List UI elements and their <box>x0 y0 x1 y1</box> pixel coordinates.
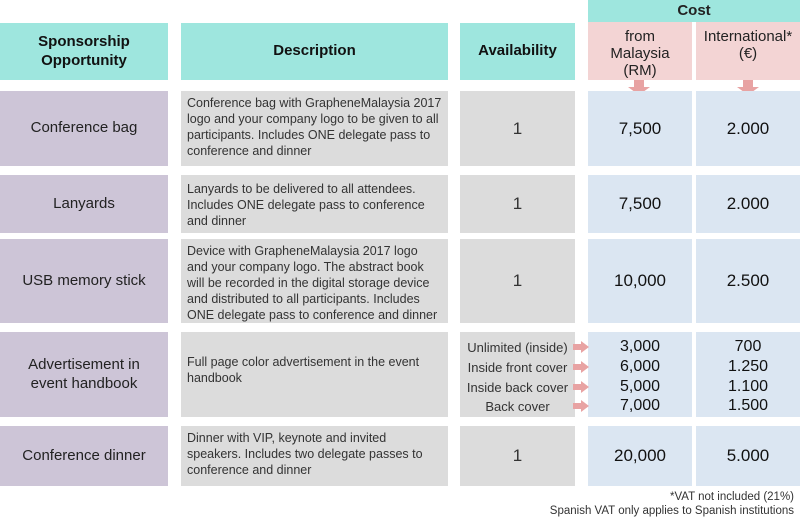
header-cost-eur-label: International* (€) <box>703 28 793 62</box>
footnote-vat: *VAT not included (21%) <box>669 491 794 503</box>
description-text: Conference bag with GrapheneMalaysia 201… <box>187 96 442 158</box>
header-cost-rm: from Malaysia (RM) <box>588 22 692 80</box>
header-cost-rm-label: from Malaysia (RM) <box>610 28 670 79</box>
cost-eur-value: 2.000 <box>726 194 770 213</box>
ad-cost-rm: 3,000 <box>619 338 661 355</box>
row-cost-eur-conference-dinner: 5.000 <box>696 426 800 486</box>
right-arrow-icon <box>573 381 589 393</box>
availability-value: 1 <box>512 194 523 213</box>
header-opportunity: Sponsorship Opportunity <box>0 23 168 80</box>
cost-rm-value: 7,500 <box>618 194 662 213</box>
right-arrow-icon <box>573 400 589 412</box>
cost-rm-value: 20,000 <box>614 446 666 465</box>
cost-eur-value: 5.000 <box>726 446 770 465</box>
opportunity-name: Lanyards <box>53 194 115 212</box>
header-availability-label: Availability <box>478 42 557 60</box>
cost-eur-value: 2.500 <box>726 271 770 290</box>
opportunity-name: USB memory stick <box>22 271 146 289</box>
description-text: Full page color advertisement in the eve… <box>187 355 420 385</box>
row-cost-eur-lanyards: 2.000 <box>696 175 800 233</box>
row-opportunity-conference-bag: Conference bag <box>0 91 168 166</box>
row-availability-lanyards: 1 <box>460 175 575 233</box>
availability-value: 1 <box>512 118 523 138</box>
header-cost-eur: International* (€) <box>696 22 800 80</box>
row-opportunity-conference-dinner: Conference dinner <box>0 426 168 486</box>
ad-cost-rm: 5,000 <box>619 378 661 395</box>
ad-option-label: Unlimited (inside) <box>467 340 568 355</box>
row-description-advertisement: Full page color advertisement in the eve… <box>181 332 448 417</box>
header-description: Description <box>181 23 448 80</box>
header-description-label: Description <box>273 42 356 60</box>
header-cost-label: Cost <box>677 2 711 19</box>
row-availability-conference-dinner: 1 <box>460 426 575 486</box>
ad-cost-eur: 700 <box>734 338 762 355</box>
ad-option-label: Inside front cover <box>467 360 568 375</box>
row-opportunity-lanyards: Lanyards <box>0 175 168 233</box>
ad-option-label: Back cover <box>485 399 550 414</box>
footnote-spanish-vat: Spanish VAT only applies to Spanish inst… <box>549 505 794 517</box>
row-cost-rm-advertisement: 3,000 6,000 5,000 7,000 <box>588 332 692 417</box>
description-text: Lanyards to be delivered to all attendee… <box>187 182 425 228</box>
row-cost-rm-conference-bag: 7,500 <box>588 91 692 166</box>
row-availability-usb: 1 <box>460 239 575 323</box>
row-cost-rm-conference-dinner: 20,000 <box>588 426 692 486</box>
cost-rm-value: 10,000 <box>614 271 666 290</box>
description-text: Dinner with VIP, keynote and invited spe… <box>187 431 423 477</box>
row-cost-rm-usb: 10,000 <box>588 239 692 323</box>
opportunity-name: Advertisement in event handbook <box>28 355 140 392</box>
ad-cost-rm: 7,000 <box>619 397 661 414</box>
row-description-conference-bag: Conference bag with GrapheneMalaysia 201… <box>181 91 448 166</box>
right-arrow-icon <box>573 361 589 373</box>
ad-option-label: Inside back cover <box>466 380 569 395</box>
right-arrow-icon <box>573 341 589 353</box>
header-availability: Availability <box>460 23 575 80</box>
row-cost-eur-usb: 2.500 <box>696 239 800 323</box>
header-cost: Cost <box>588 0 800 22</box>
description-text: Device with GrapheneMalaysia 2017 logo a… <box>187 244 438 322</box>
availability-value: 1 <box>512 271 523 290</box>
row-description-usb: Device with GrapheneMalaysia 2017 logo a… <box>181 239 448 323</box>
row-cost-eur-conference-bag: 2.000 <box>696 91 800 166</box>
row-availability-conference-bag: 1 <box>460 91 575 166</box>
row-description-conference-dinner: Dinner with VIP, keynote and invited spe… <box>181 426 448 486</box>
cost-rm-value: 7,500 <box>618 118 662 138</box>
ad-cost-eur: 1.500 <box>727 397 769 414</box>
ad-cost-eur: 1.100 <box>727 378 769 395</box>
cost-eur-value: 2.000 <box>726 118 770 138</box>
row-cost-eur-advertisement: 700 1.250 1.100 1.500 <box>696 332 800 417</box>
row-description-lanyards: Lanyards to be delivered to all attendee… <box>181 175 448 233</box>
row-availability-advertisement: Unlimited (inside) Inside front cover In… <box>460 332 575 417</box>
availability-value: 1 <box>512 446 523 465</box>
opportunity-name: Conference bag <box>30 119 138 137</box>
header-opportunity-label: Sponsorship Opportunity <box>38 32 130 69</box>
ad-cost-eur: 1.250 <box>727 358 769 375</box>
ad-cost-rm: 6,000 <box>619 358 661 375</box>
row-opportunity-advertisement: Advertisement in event handbook <box>0 332 168 417</box>
opportunity-name: Conference dinner <box>22 446 146 464</box>
row-cost-rm-lanyards: 7,500 <box>588 175 692 233</box>
row-opportunity-usb: USB memory stick <box>0 239 168 323</box>
